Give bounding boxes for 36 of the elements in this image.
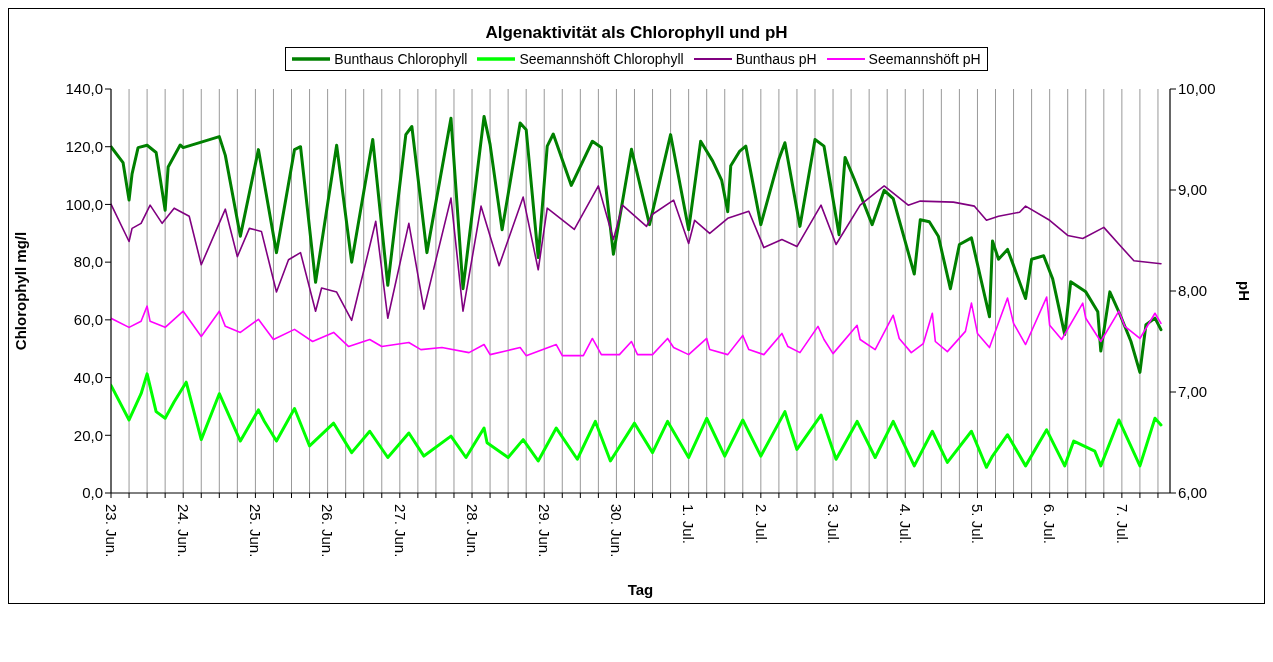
y-tick-label: 120,0 — [65, 138, 103, 156]
y2-tick-label: 7,00 — [1178, 383, 1208, 401]
chart-title: Algenaktivität als Chlorophyll und pH — [484, 23, 789, 43]
x-tick-label: 3. Jul. — [824, 504, 842, 545]
x-tick-label: 23. Jun. — [102, 504, 120, 558]
x-tick-label: 4. Jul. — [897, 504, 914, 545]
legend-label: Seemannshöft Chlorophyll — [519, 51, 684, 67]
y-tick-label: 0,0 — [82, 484, 103, 502]
x-tick-label: 28. Jun. — [463, 504, 481, 558]
y2-tick-label: 10,00 — [1178, 80, 1216, 98]
x-tick-label: 24. Jun. — [174, 504, 192, 558]
y-tick-label: 20,0 — [73, 426, 103, 444]
legend-label: Bunthaus pH — [735, 51, 817, 67]
y2-tick-label: 6,00 — [1178, 484, 1208, 502]
y-tick-label: 140,0 — [65, 80, 103, 98]
x-tick-label: 2. Jul. — [752, 504, 770, 545]
x-axis-title: Tag — [627, 581, 654, 598]
y-tick-label: 100,0 — [65, 195, 103, 213]
x-tick-label: 26. Jun. — [319, 504, 337, 558]
x-tick-label: 7. Jul. — [1113, 504, 1131, 545]
x-tick-label: 27. Jun. — [391, 504, 409, 558]
y2-tick-label: 8,00 — [1178, 282, 1208, 300]
x-tick-label: 5. Jul. — [969, 504, 987, 545]
y-tick-label: 60,0 — [73, 311, 103, 329]
legend-label: Bunthaus Chlorophyll — [334, 51, 468, 67]
x-tick-label: 6. Jul. — [1041, 504, 1059, 545]
y-tick-label: 80,0 — [73, 253, 103, 271]
x-tick-label: 29. Jun. — [535, 504, 553, 558]
x-tick-label: 1. Jul. — [680, 504, 698, 545]
x-tick-label: 25. Jun. — [247, 504, 265, 558]
y-axis-title: Chlorophyll mg/l — [12, 231, 30, 351]
legend-label: Seemannshöft pH — [868, 51, 981, 67]
y2-axis-title: pH — [1235, 281, 1253, 301]
y2-tick-label: 9,00 — [1178, 181, 1208, 199]
y-tick-label: 40,0 — [73, 368, 103, 386]
x-tick-label: 30. Jun. — [608, 504, 626, 558]
